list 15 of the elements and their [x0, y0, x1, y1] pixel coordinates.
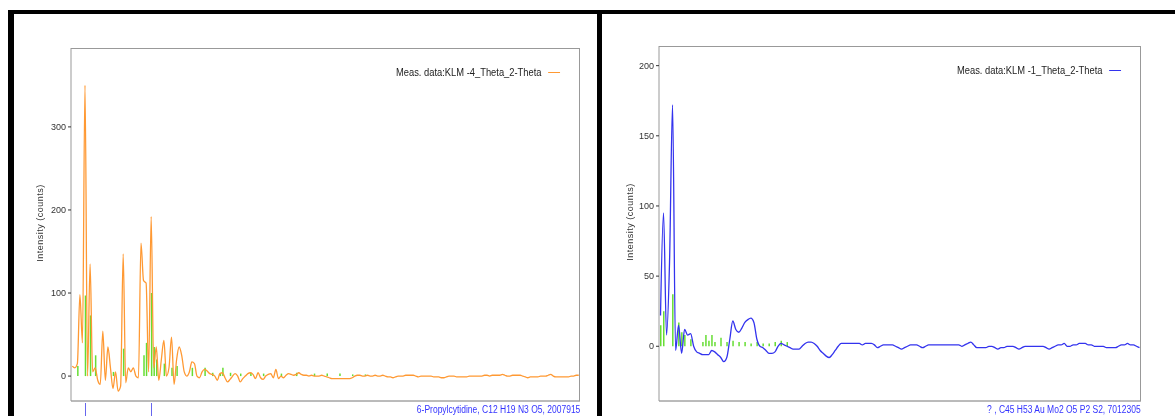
y-tick-label: 200 [50, 205, 66, 216]
y-tick-label: 300 [50, 122, 66, 133]
text: ? , C45 H53 Au Mo2 O5 P2 S2, 7012305 [987, 404, 1141, 415]
y-tick-label: 150 [638, 131, 654, 141]
y-tick-label: 0 [648, 341, 654, 352]
y-axis-title: Intensity (counts) [625, 181, 635, 263]
y-axis-title: Intensity (counts) [35, 182, 45, 264]
y-tick-label: 200 [638, 60, 654, 71]
y-tick-label: 50 [643, 271, 654, 282]
y-tick-label: 100 [50, 288, 66, 299]
y-tick-label: 100 [638, 201, 654, 212]
y-tick-label: 0 [60, 371, 66, 382]
legend-label: Meas. data:KLM -4_Theta_2-Theta [395, 66, 542, 78]
text: 6-Propylcytidine, C12 H19 N3 O5, 2007915 [416, 404, 580, 415]
legend-label: Meas. data:KLM -1_Theta_2-Theta [956, 64, 1103, 76]
